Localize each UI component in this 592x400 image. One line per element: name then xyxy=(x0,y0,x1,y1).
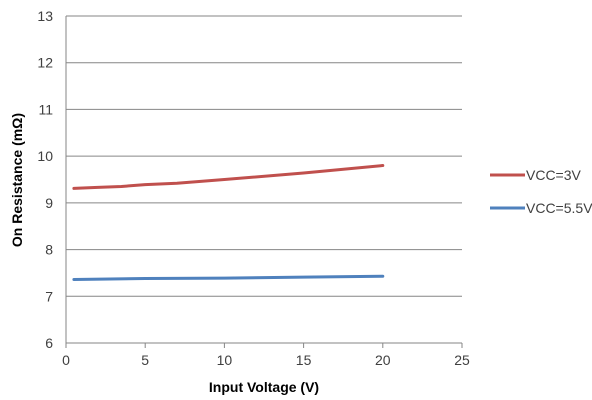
x-tick-5: 5 xyxy=(141,352,149,368)
y-tick-12: 12 xyxy=(37,55,53,71)
series-line-1 xyxy=(72,274,385,281)
legend-label-1: VCC=5.5V xyxy=(526,200,592,216)
x-tick-25: 25 xyxy=(454,352,470,368)
legend: VCC=3V VCC=5.5V xyxy=(490,167,592,216)
y-tick-9: 9 xyxy=(45,195,53,211)
gridlines xyxy=(66,15,462,297)
y-tick-10: 10 xyxy=(37,148,53,164)
x-tick-20: 20 xyxy=(375,352,391,368)
legend-label-0: VCC=3V xyxy=(526,167,582,183)
x-tick-labels: 0 5 10 15 20 25 xyxy=(62,352,470,368)
series-line-0 xyxy=(72,164,385,190)
y-tick-8: 8 xyxy=(45,242,53,258)
y-tick-11: 11 xyxy=(38,101,53,117)
x-tick-0: 0 xyxy=(62,352,70,368)
y-tick-7: 7 xyxy=(45,288,53,304)
y-tick-labels: 6 7 8 9 10 11 12 13 xyxy=(37,8,53,351)
y-tick-6: 6 xyxy=(45,335,53,351)
axes xyxy=(65,16,463,348)
y-axis-title: On Resistance (mΩ) xyxy=(9,113,25,247)
x-tick-10: 10 xyxy=(217,352,233,368)
series-lines xyxy=(72,164,385,281)
y-tick-13: 13 xyxy=(37,8,53,24)
x-tick-15: 15 xyxy=(296,352,312,368)
x-axis-title: Input Voltage (V) xyxy=(209,379,319,395)
